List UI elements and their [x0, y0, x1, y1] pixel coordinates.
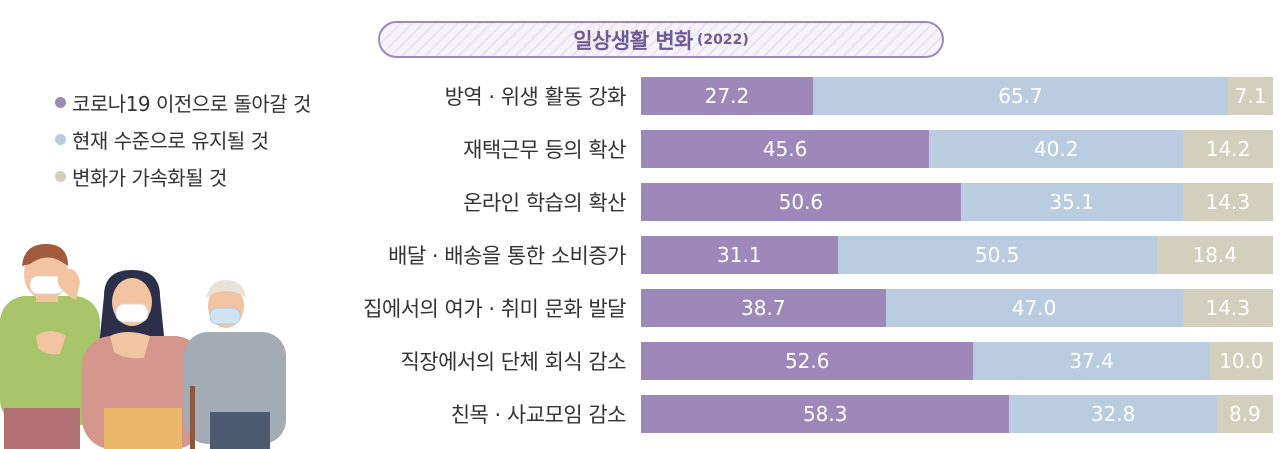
- bar-segment: 52.6: [641, 342, 974, 380]
- woman-figure: [82, 270, 204, 449]
- bar-segment: 27.2: [641, 77, 813, 115]
- bar-segment: 18.4: [1156, 236, 1273, 274]
- bar-segment: 50.6: [641, 183, 961, 221]
- legend-item: 코로나19 이전으로 돌아갈 것: [55, 84, 311, 121]
- bar-segment: 38.7: [641, 289, 886, 327]
- data-label: 14.3: [1205, 190, 1251, 214]
- data-label: 40.2: [1033, 137, 1079, 161]
- data-label: 47.0: [1011, 296, 1057, 320]
- stacked-bar: 27.2 65.7 7.1: [641, 77, 1273, 115]
- bar-segment: 58.3: [641, 395, 1010, 433]
- chart-title: 일상생활 변화: [573, 28, 693, 53]
- category-label: 방역 · 위생 활동 강화: [444, 85, 627, 109]
- data-label: 10.0: [1219, 349, 1264, 373]
- legend-item: 현재 수준으로 유지될 것: [55, 121, 311, 158]
- legend-label: 변화가 가속화될 것: [72, 166, 227, 190]
- stacked-bar: 38.7 47.0 14.3: [641, 289, 1273, 327]
- people-wearing-masks-illustration: [0, 244, 286, 449]
- data-label: 27.2: [704, 84, 750, 108]
- data-label: 18.4: [1192, 243, 1238, 267]
- bar-segment: 32.8: [1009, 395, 1217, 433]
- bar-segment: 14.2: [1183, 130, 1273, 168]
- data-label: 7.1: [1234, 84, 1267, 108]
- legend-item: 변화가 가속화될 것: [55, 158, 311, 195]
- legend: 코로나19 이전으로 돌아갈 것 현재 수준으로 유지될 것 변화가 가속화될 …: [55, 84, 311, 195]
- stacked-bar: 58.3 32.8 8.9: [641, 395, 1273, 433]
- data-label: 14.3: [1205, 296, 1251, 320]
- data-label: 31.1: [717, 243, 762, 267]
- bar-segment: 14.3: [1182, 183, 1273, 221]
- bar-segment: 45.6: [641, 130, 930, 168]
- category-label: 친목 · 사교모임 감소: [450, 403, 627, 427]
- category-label: 배달 · 배송을 통한 소비증가: [388, 244, 626, 268]
- data-label: 35.1: [1049, 190, 1094, 214]
- data-label: 32.8: [1090, 402, 1136, 426]
- data-label: 52.6: [784, 349, 830, 373]
- stacked-bar: 52.6 37.4 10.0: [641, 342, 1273, 380]
- bar-segment: 14.3: [1182, 289, 1273, 327]
- data-label: 45.6: [762, 137, 808, 161]
- chart-title-banner: 일상생활 변화 (2022): [378, 21, 944, 58]
- legend-label: 현재 수준으로 유지될 것: [72, 129, 269, 153]
- data-label: 58.3: [802, 402, 848, 426]
- data-label: 50.5: [974, 243, 1020, 267]
- data-label: 8.9: [1228, 402, 1261, 426]
- stacked-bar: 45.6 40.2 14.2: [641, 130, 1273, 168]
- data-label: 65.7: [998, 84, 1043, 108]
- legend-dot-icon: [55, 97, 66, 108]
- legend-label: 코로나19 이전으로 돌아갈 것: [72, 92, 311, 116]
- legend-dot-icon: [55, 171, 66, 182]
- bar-segment: 31.1: [641, 236, 838, 274]
- data-label: 38.7: [741, 296, 786, 320]
- bar-segment: 8.9: [1216, 395, 1273, 433]
- bar-segment: 40.2: [929, 130, 1184, 168]
- bar-segment: 7.1: [1228, 77, 1273, 115]
- category-label: 재택근무 등의 확산: [463, 138, 626, 162]
- bar-segment: 65.7: [812, 77, 1229, 115]
- man-figure: [0, 244, 100, 449]
- category-label: 온라인 학습의 확산: [463, 191, 626, 215]
- category-label: 직장에서의 단체 회식 감소: [400, 350, 626, 374]
- data-label: 14.2: [1205, 137, 1251, 161]
- chart-year: (2022): [696, 31, 749, 48]
- stacked-bar: 31.1 50.5 18.4: [641, 236, 1273, 274]
- bar-segment: 37.4: [973, 342, 1210, 380]
- data-label: 50.6: [778, 190, 824, 214]
- bar-segment: 35.1: [960, 183, 1183, 221]
- bar-segment: 47.0: [885, 289, 1183, 327]
- legend-dot-icon: [55, 134, 66, 145]
- elderly-man-figure: [184, 280, 286, 449]
- stacked-bar: 50.6 35.1 14.3: [641, 183, 1273, 221]
- bar-segment: 10.0: [1209, 342, 1273, 380]
- category-label: 집에서의 여가 · 취미 문화 발달: [363, 297, 626, 321]
- bar-segment: 50.5: [837, 236, 1157, 274]
- data-label: 37.4: [1069, 349, 1114, 373]
